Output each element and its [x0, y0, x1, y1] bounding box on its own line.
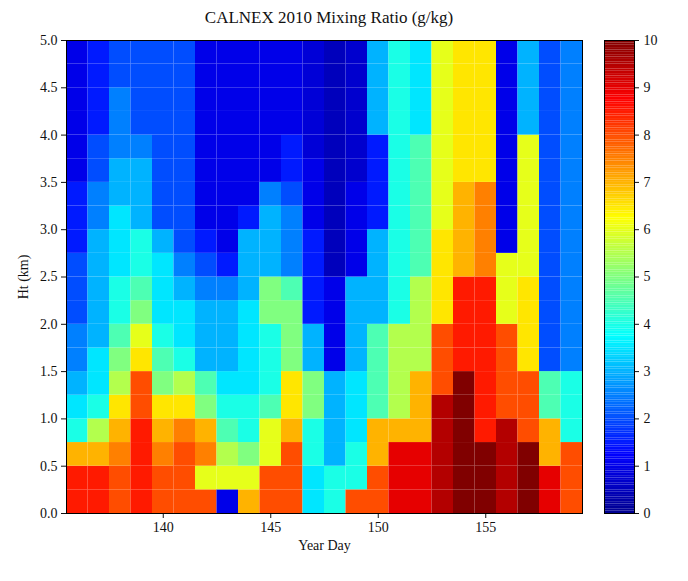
html-text:CALNEX 2010 Mixing Ratio (g/kg: CALNEX 2010 Mixing Ratio (g/kg)	[204, 8, 454, 27]
svg-text:2: 2	[644, 411, 651, 426]
svg-text:1: 1	[644, 459, 651, 474]
svg-text:8: 8	[644, 128, 651, 143]
svg-text:4: 4	[644, 317, 651, 332]
svg-text:Ht (km): Ht (km)	[16, 254, 32, 299]
svg-text:2.5: 2.5	[40, 269, 58, 284]
svg-text:6: 6	[644, 222, 651, 237]
svg-text:0.0: 0.0	[40, 506, 58, 521]
svg-text:140: 140	[153, 520, 174, 535]
svg-text:0: 0	[644, 506, 651, 521]
svg-text:5.0: 5.0	[40, 33, 58, 48]
svg-text:4.0: 4.0	[40, 128, 58, 143]
svg-text:150: 150	[368, 520, 389, 535]
svg-text:9: 9	[644, 80, 651, 95]
svg-text:3.5: 3.5	[40, 175, 58, 190]
svg-text:0.5: 0.5	[40, 459, 58, 474]
svg-text:3: 3	[644, 364, 651, 379]
svg-text:3.0: 3.0	[40, 222, 58, 237]
svg-text:10: 10	[644, 33, 658, 48]
svg-text:1.0: 1.0	[40, 411, 58, 426]
svg-text:145: 145	[260, 520, 281, 535]
svg-text:7: 7	[644, 175, 651, 190]
svg-text:Year Day: Year Day	[298, 538, 351, 553]
svg-text:2.0: 2.0	[40, 317, 58, 332]
svg-text:1.5: 1.5	[40, 364, 58, 379]
svg-text:5: 5	[644, 269, 651, 284]
svg-text:155: 155	[475, 520, 496, 535]
svg-text:4.5: 4.5	[40, 80, 58, 95]
